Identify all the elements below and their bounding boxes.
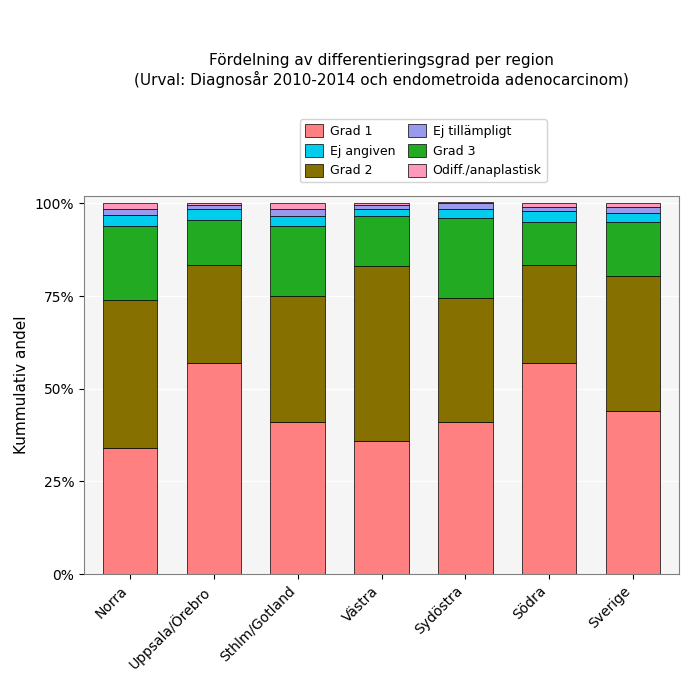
Bar xyxy=(187,363,241,574)
Bar xyxy=(354,205,409,209)
Bar xyxy=(354,204,409,205)
Bar xyxy=(522,207,576,211)
Bar xyxy=(187,209,241,220)
Y-axis label: Kummulativ andel: Kummulativ andel xyxy=(14,316,29,454)
Bar xyxy=(354,440,409,574)
Bar xyxy=(103,209,158,214)
Bar xyxy=(438,209,493,218)
Bar xyxy=(187,204,241,205)
Bar xyxy=(270,204,325,209)
Bar xyxy=(522,211,576,222)
Bar xyxy=(270,216,325,225)
Bar xyxy=(606,213,660,222)
Bar xyxy=(606,204,660,207)
Bar xyxy=(606,207,660,213)
Bar xyxy=(103,214,158,225)
Bar xyxy=(354,216,409,267)
Bar xyxy=(522,204,576,207)
Bar xyxy=(606,276,660,411)
Bar xyxy=(103,225,158,300)
Bar xyxy=(438,422,493,574)
Bar xyxy=(103,204,158,209)
Bar xyxy=(606,411,660,574)
Bar xyxy=(270,225,325,296)
Bar xyxy=(270,296,325,422)
Bar xyxy=(103,300,158,448)
Bar xyxy=(270,209,325,216)
Bar xyxy=(438,202,493,204)
Bar xyxy=(270,422,325,574)
Bar xyxy=(438,218,493,298)
Title: Fördelning av differentieringsgrad per region
(Urval: Diagnosår 2010-2014 och en: Fördelning av differentieringsgrad per r… xyxy=(134,53,629,88)
Bar xyxy=(606,222,660,276)
Bar xyxy=(438,298,493,422)
Bar xyxy=(187,265,241,363)
Bar xyxy=(438,204,493,209)
Bar xyxy=(103,448,158,574)
Bar xyxy=(522,222,576,265)
Bar xyxy=(354,209,409,216)
Bar xyxy=(522,265,576,363)
Bar xyxy=(354,267,409,440)
Bar xyxy=(187,205,241,209)
Legend: Grad 1, Ej angiven, Grad 2, Ej tillämpligt, Grad 3, Odiff./anaplastisk: Grad 1, Ej angiven, Grad 2, Ej tillämpli… xyxy=(300,119,547,183)
Bar xyxy=(522,363,576,574)
Bar xyxy=(187,220,241,265)
